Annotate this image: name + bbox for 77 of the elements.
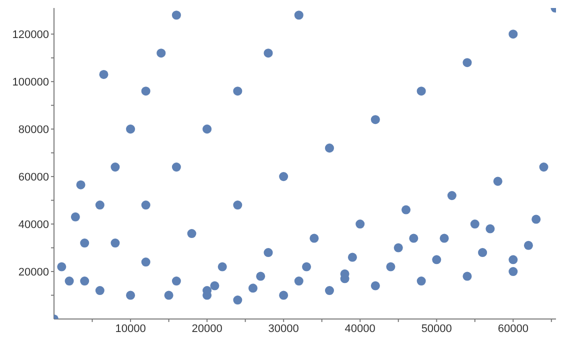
point [524,240,533,250]
point [416,276,426,286]
point [95,200,104,210]
x-tick-label: 30000 [268,322,299,335]
x-tick-label: 10000 [115,322,146,335]
x-tick-label: 60000 [498,322,528,335]
point [508,255,518,264]
y-tick-label: 20000 [18,266,49,278]
point [348,252,357,262]
point [141,86,150,96]
point [126,124,136,134]
point [447,191,456,200]
point [386,262,396,272]
point [95,286,104,296]
point [218,262,227,272]
point [99,70,108,79]
point [156,48,166,58]
y-tick-label: 120000 [12,29,49,42]
point [294,276,304,286]
point [233,200,242,210]
point [416,86,426,96]
point [141,258,150,267]
point [264,48,273,58]
point [172,10,181,20]
point [279,290,288,300]
point [80,276,90,286]
point [486,224,495,234]
point [370,281,380,290]
point [356,220,365,229]
point [80,238,90,248]
point [110,162,120,172]
point [202,124,212,134]
point [264,248,273,258]
point [409,234,418,243]
y-tick-label: 100000 [12,76,49,88]
point [402,205,411,214]
point [210,281,220,290]
point [76,180,86,190]
x-tick-label: 50000 [421,322,452,335]
y-tick-label: 60000 [18,171,49,184]
point [324,286,334,296]
point [110,238,120,248]
point [310,234,319,243]
point [532,214,541,224]
point [508,267,518,276]
point [70,212,80,222]
y-tick-label: 40000 [18,218,49,231]
x-tick-label: 20000 [192,322,222,335]
point [233,296,242,305]
point [172,276,181,286]
point [248,284,258,293]
point [539,162,548,172]
point [141,200,150,210]
point [493,176,502,186]
point [57,262,66,272]
y-tick-label: 80000 [18,124,49,136]
point [394,243,403,252]
point [432,255,442,264]
point [508,30,518,39]
point [187,229,196,238]
point [294,10,304,20]
point [462,272,472,281]
point [126,290,136,300]
point [370,115,380,124]
point [164,290,174,300]
point [64,276,74,286]
point [440,234,449,243]
point [256,272,266,281]
point [462,58,472,68]
point [470,220,480,229]
point [302,262,312,272]
point [478,248,488,258]
point [233,86,242,96]
point [172,162,181,172]
point [279,172,288,182]
x-tick-label: 40000 [344,322,376,335]
point [324,144,334,153]
